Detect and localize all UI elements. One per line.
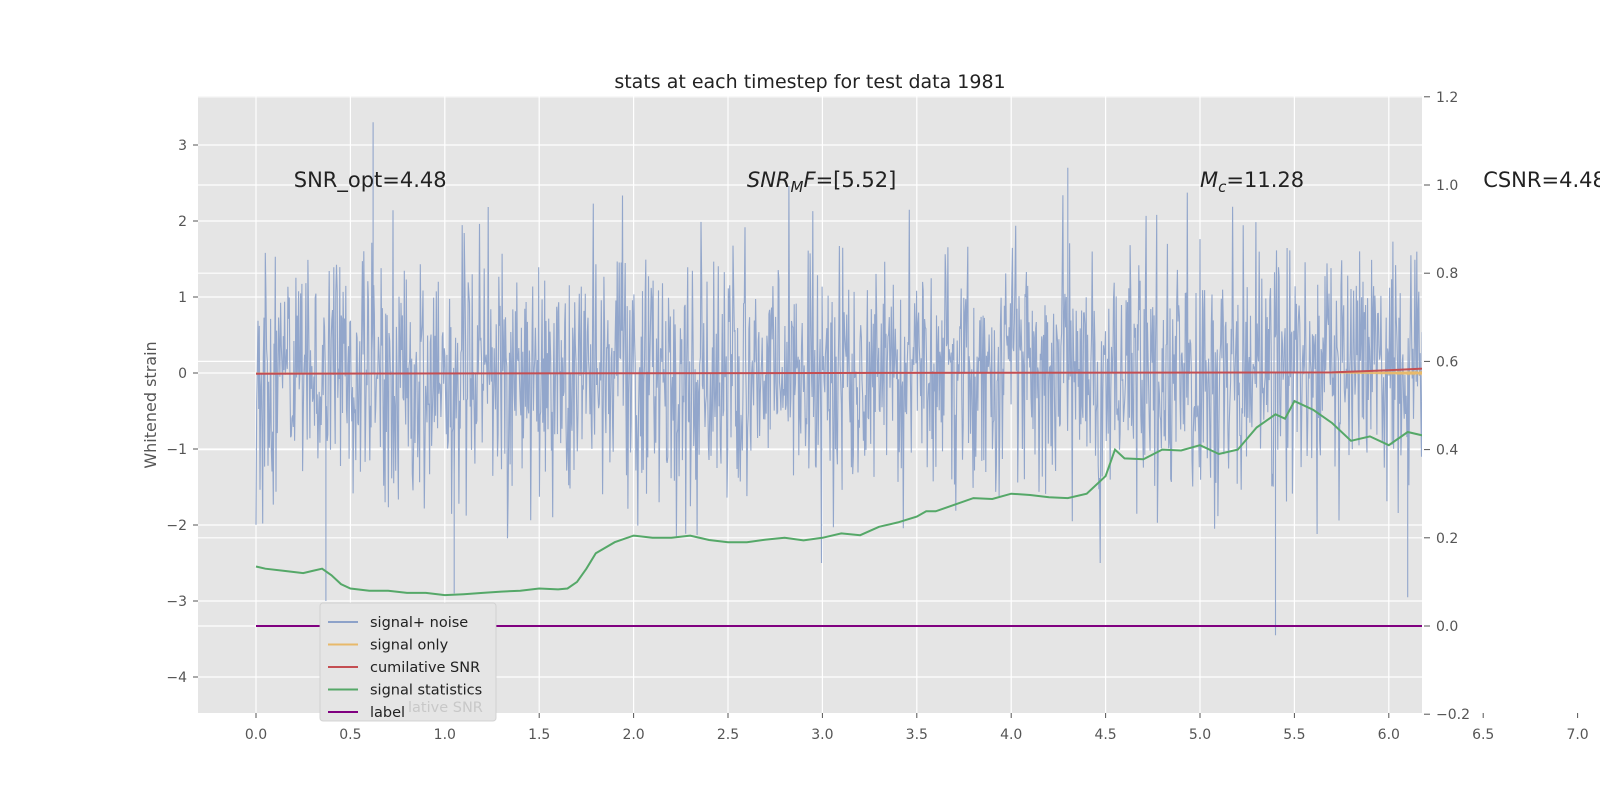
x-tick-label: 0.0 xyxy=(245,727,267,743)
y2-tick-label: 0.8 xyxy=(1436,266,1458,282)
y-tick-label: −1 xyxy=(166,442,187,458)
annotation-snr-opt: SNR_opt=4.48 xyxy=(294,168,447,193)
legend-signal-statistics-label: signal statistics xyxy=(370,683,482,699)
x-tick-label: 4.0 xyxy=(1000,727,1022,743)
x-tick-label: 4.5 xyxy=(1094,727,1116,743)
annotation-snr-mf: SNRMF=[5.52] xyxy=(747,168,896,196)
y-tick-label: 1 xyxy=(178,290,187,306)
legend-overlap-text: lative SNR xyxy=(408,700,483,716)
y-tick-label: 3 xyxy=(178,138,187,154)
x-tick-label: 1.0 xyxy=(434,727,456,743)
annotation-csnr: CSNR=4.48 xyxy=(1483,168,1600,192)
legend-signal-noise-label: signal+ noise xyxy=(370,615,468,631)
x-tick-label: 2.5 xyxy=(717,727,739,743)
y2-tick-label: 0.6 xyxy=(1436,354,1458,370)
legend: lative SNR signal+ noise signal only cumil… xyxy=(319,602,497,722)
annotations: SNR_opt=4.48 SNRMF=[5.52] Mc=11.28 CSNR=… xyxy=(294,168,1600,196)
x-tick-label: 5.0 xyxy=(1189,727,1211,743)
x-tick-label: 2.0 xyxy=(622,727,644,743)
y2-tick-label: −0.2 xyxy=(1436,707,1470,723)
legend-items: signal+ noise signal only cumilative SNR si… xyxy=(328,615,482,721)
y-tick-label: 2 xyxy=(178,214,187,230)
y2-tick-label: 1.0 xyxy=(1436,178,1458,194)
x-tick-label: 1.5 xyxy=(528,727,550,743)
y2-tick-label: 0.4 xyxy=(1436,443,1458,459)
annotation-mc: Mc=11.28 xyxy=(1200,168,1304,196)
y2-axis-ticks: 1.2 1.0 0.8 0.6 0.4 0.2 0.0 −0.2 xyxy=(1424,90,1470,723)
x-tick-label: 3.5 xyxy=(906,727,928,743)
x-tick-label: 0.5 xyxy=(339,727,361,743)
y-tick-label: −3 xyxy=(166,594,187,610)
legend-signal-only-label: signal only xyxy=(370,638,449,654)
y-tick-label: −2 xyxy=(166,518,187,534)
y-tick-label: −4 xyxy=(166,670,187,686)
legend-cumulative-snr-label: cumilative SNR xyxy=(370,660,480,676)
series-signal-statistics xyxy=(255,399,1422,597)
x-tick-label: 6.0 xyxy=(1378,727,1400,743)
y2-tick-label: 1.2 xyxy=(1436,90,1458,106)
x-tick-label: 3.0 xyxy=(811,727,833,743)
legend-label-label: label xyxy=(370,705,405,721)
series-signal-noise xyxy=(255,122,1422,636)
x-tick-label: 6.5 xyxy=(1472,727,1494,743)
series-layer xyxy=(255,122,1422,636)
x-axis-ticks: 0.0 0.5 1.0 1.5 2.0 2.5 3.0 3.5 4.0 4.5 5.0 5.5 6.0 6… xyxy=(245,713,1589,743)
y2-tick-label: 0.0 xyxy=(1436,619,1458,635)
y-axis-title: Whitened strain xyxy=(141,341,160,468)
legend-box xyxy=(319,602,497,722)
x-tick-label: 7.0 xyxy=(1566,727,1588,743)
y2-tick-label: 0.2 xyxy=(1436,531,1458,547)
y-tick-label: 0 xyxy=(178,366,187,382)
x-tick-label: 5.5 xyxy=(1283,727,1305,743)
y-axis-ticks: 3 2 1 0 −1 −2 −3 −4 xyxy=(166,138,198,686)
chart-title: stats at each timestep for test data 198… xyxy=(614,71,1005,93)
